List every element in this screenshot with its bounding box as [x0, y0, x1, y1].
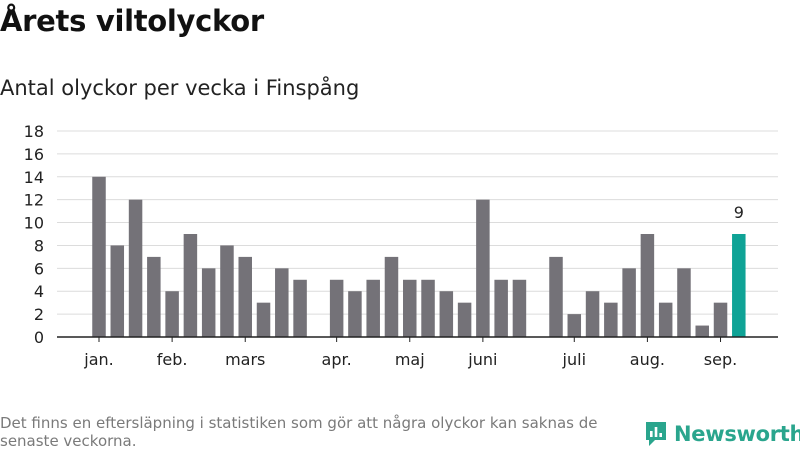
- chart-subtitle: Antal olyckor per vecka i Finspång: [0, 76, 360, 100]
- bar: [640, 234, 655, 337]
- bar: [92, 176, 106, 337]
- y-tick-label: 0: [34, 328, 44, 347]
- bars: [92, 176, 746, 337]
- bar: [695, 325, 709, 337]
- x-axis-month-labels: jan. feb. mars apr. maj juni juli aug. sep.: [83, 337, 737, 369]
- bar: [293, 279, 307, 337]
- month-label: apr.: [322, 350, 352, 369]
- y-axis-tick-labels: 0 2 4 6 8 10 12 14 16 18: [24, 122, 44, 347]
- newsworthy-logo-icon: [646, 422, 666, 446]
- bar: [494, 279, 508, 337]
- footnote: Det finns en eftersläpning i statistiken…: [0, 414, 598, 450]
- bar: [275, 268, 289, 337]
- y-tick-label: 18: [24, 122, 44, 141]
- bar: [677, 268, 691, 337]
- bar-highlight: [732, 234, 746, 337]
- bar: [128, 199, 143, 337]
- bar: [348, 291, 362, 337]
- y-tick-label: 16: [24, 145, 44, 164]
- month-label: juni: [467, 350, 497, 369]
- bar: [183, 234, 198, 337]
- y-tick-label: 12: [24, 191, 44, 210]
- y-tick-label: 14: [24, 168, 44, 187]
- brand: Newsworthy: [644, 420, 800, 448]
- y-tick-label: 10: [24, 214, 44, 233]
- month-label: feb.: [157, 350, 188, 369]
- bar: [366, 279, 380, 337]
- bar: [220, 245, 234, 337]
- chart-title: Årets viltolyckor: [0, 4, 264, 38]
- bar: [439, 291, 454, 337]
- bar: [604, 302, 618, 337]
- bar: [165, 291, 179, 337]
- bar: [329, 279, 344, 337]
- month-label: aug.: [630, 350, 665, 369]
- bar: [110, 245, 125, 337]
- bar: [476, 199, 490, 337]
- data-labels: 9: [734, 203, 744, 222]
- bar: [238, 256, 252, 337]
- month-label: sep.: [704, 350, 737, 369]
- bar: [585, 291, 600, 337]
- bar: [403, 279, 417, 337]
- month-label: maj: [395, 350, 425, 369]
- bar: [567, 314, 582, 337]
- month-label: juli: [562, 350, 586, 369]
- bar: [421, 279, 435, 337]
- bar: [201, 268, 216, 337]
- y-tick-label: 4: [34, 282, 44, 301]
- bar: [256, 302, 271, 337]
- bar: [512, 279, 527, 337]
- bar: [549, 256, 563, 337]
- bar: [147, 256, 161, 337]
- month-label: mars: [225, 350, 265, 369]
- brand-name: Newsworthy: [674, 422, 800, 446]
- bar: [622, 268, 636, 337]
- bar: [658, 302, 673, 337]
- bar: [457, 302, 472, 337]
- highlight-value-label: 9: [734, 203, 744, 222]
- y-tick-label: 8: [34, 236, 44, 255]
- y-tick-label: 6: [34, 259, 44, 278]
- month-label: jan.: [83, 350, 113, 369]
- bar: [384, 256, 399, 337]
- bar: [713, 302, 728, 337]
- y-grid: [57, 130, 778, 315]
- y-tick-label: 2: [34, 305, 44, 324]
